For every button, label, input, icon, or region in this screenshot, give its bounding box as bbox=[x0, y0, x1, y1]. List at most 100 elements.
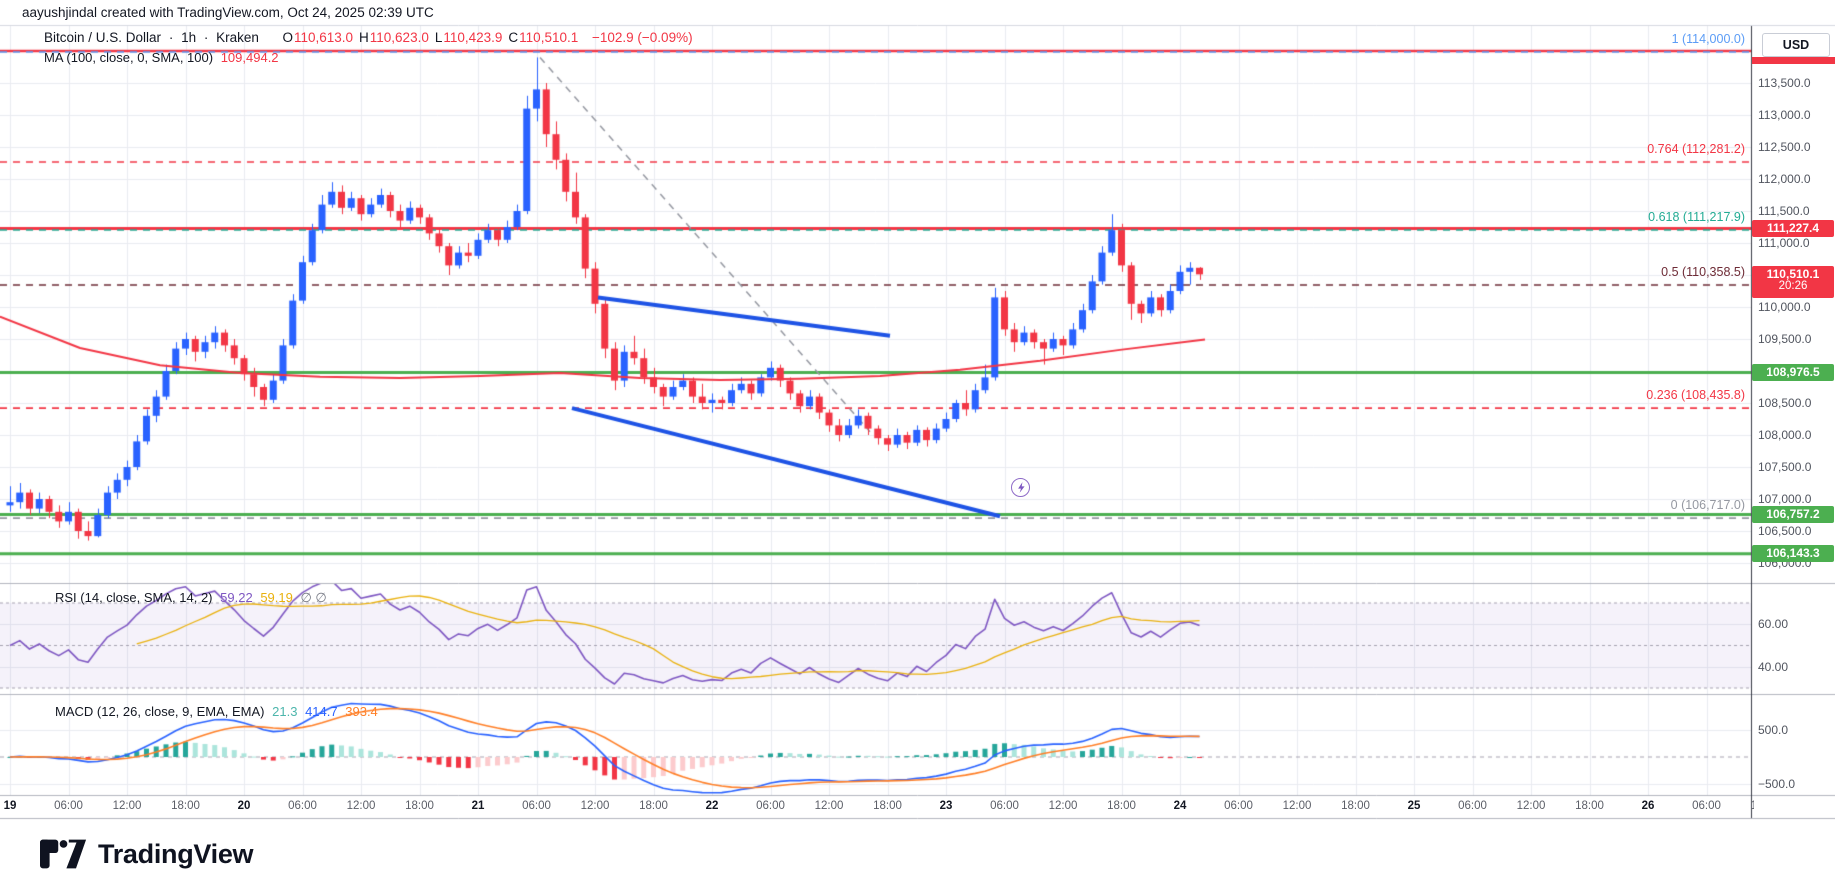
price-scale-label: 110,000.0 bbox=[1758, 300, 1811, 314]
tradingview-logo-text: TradingView bbox=[98, 838, 254, 869]
time-axis-label: 18:00 bbox=[1107, 800, 1136, 812]
price-scale-label: 108,500.0 bbox=[1758, 396, 1812, 410]
price-scale-label: 111,500.0 bbox=[1758, 204, 1810, 218]
time-axis-label: 18:00 bbox=[1341, 800, 1370, 812]
price-scale-label: 107,000.0 bbox=[1758, 492, 1812, 506]
time-axis-day-label: 22 bbox=[705, 800, 719, 812]
fib-level-label: 0.236 (108,435.8) bbox=[1646, 388, 1745, 403]
time-axis-label: 06:00 bbox=[1692, 800, 1721, 812]
time-axis-day-label: 23 bbox=[939, 800, 953, 812]
ohlc-letter: H bbox=[359, 30, 369, 45]
time-axis-label: 12:00 bbox=[346, 800, 376, 812]
time-axis-label: 18:00 bbox=[1575, 800, 1604, 812]
currency-toggle-button[interactable]: USD bbox=[1762, 33, 1830, 57]
rsi-indicator-legend[interactable]: RSI (14, close, SMA, 14, 2) 59.22 59.19 … bbox=[55, 590, 331, 606]
ohlc-letter: L bbox=[434, 30, 443, 45]
time-axis-label: 06:00 bbox=[288, 800, 317, 812]
ohlc-value: 110,623.0 bbox=[369, 30, 429, 45]
fib-level-label: 0.5 (110,358.5) bbox=[1661, 265, 1745, 280]
time-axis-label: 12:00 bbox=[112, 800, 142, 812]
current-price: 110,510.1 bbox=[1766, 267, 1820, 282]
macd-indicator-legend[interactable]: MACD (12, 26, close, 9, EMA, EMA) 21.3 4… bbox=[55, 704, 382, 719]
time-axis-label: 06:00 bbox=[522, 800, 551, 812]
rsi-value: 59.22 bbox=[220, 590, 253, 605]
price-scale-label: 109,500.0 bbox=[1758, 332, 1812, 346]
rsi-empty-values: ∅ ∅ bbox=[300, 590, 327, 605]
time-axis-label: 06:00 bbox=[1224, 800, 1253, 812]
time-axis-day-label: 24 bbox=[1173, 800, 1187, 812]
macd-value: 414.7 bbox=[305, 704, 338, 719]
rsi-label: RSI (14, close, SMA, 14, 2) bbox=[55, 590, 213, 605]
macd-signal-value: 393.4 bbox=[345, 704, 378, 719]
price-badge: 106,757.2 bbox=[1752, 506, 1834, 524]
exchange-label: Kraken bbox=[216, 30, 259, 45]
price-line-marker bbox=[1752, 57, 1835, 64]
time-axis-label: 12:00 bbox=[1048, 800, 1078, 812]
attribution-text: aayushjindal created with TradingView.co… bbox=[22, 5, 434, 20]
time-axis-day-label: 25 bbox=[1407, 800, 1421, 812]
fib-level-label: 1 (114,000.0) bbox=[1671, 32, 1745, 46]
price-badge: 111,227.4 bbox=[1752, 219, 1834, 237]
time-axis-label: 12:00 bbox=[1750, 800, 1754, 812]
time-axis-label: 06:00 bbox=[54, 800, 83, 812]
current-price-badge: 110,510.1 20:26 bbox=[1752, 266, 1834, 299]
time-axis-label: 18:00 bbox=[639, 800, 668, 812]
ma-indicator-legend[interactable]: MA (100, close, 0, SMA, 100) 109,494.2 bbox=[44, 50, 283, 65]
time-axis-day-label: 19 bbox=[3, 800, 17, 812]
lightning-drawing-icon[interactable] bbox=[1011, 478, 1030, 497]
time-axis-label: 06:00 bbox=[756, 800, 785, 812]
price-scale-label: 113,000.0 bbox=[1758, 108, 1811, 122]
symbol-title: Bitcoin / U.S. Dollar bbox=[44, 30, 162, 45]
ohlc-value: 110,613.0 bbox=[293, 30, 354, 45]
time-axis[interactable]: 19 06:00 12:00 18:00 20 06:00 12:00 18:00 21 06:0… bbox=[0, 796, 1754, 819]
lightning-bolt-glyph bbox=[1017, 482, 1025, 493]
ma-label: MA (100, close, 0, SMA, 100) bbox=[44, 50, 214, 65]
ohlc-letter: C bbox=[508, 30, 519, 45]
price-scale-label: 107,500.0 bbox=[1758, 460, 1812, 474]
tradingview-logo[interactable]: TradingView bbox=[40, 836, 254, 872]
rsi-ma-value: 59.19 bbox=[260, 590, 293, 605]
fib-level-label: 0 (106,717.0) bbox=[1670, 498, 1745, 513]
time-axis-label: 18:00 bbox=[171, 800, 200, 812]
price-scale-label: 111,000.0 bbox=[1758, 236, 1810, 250]
time-axis-day-label: 26 bbox=[1641, 800, 1655, 812]
time-axis-label: 18:00 bbox=[405, 800, 434, 812]
rsi-scale-label: 60.00 bbox=[1758, 617, 1789, 632]
ohlc-letter: O bbox=[282, 30, 293, 45]
bar-countdown: 20:26 bbox=[1778, 280, 1808, 293]
tradingview-logo-icon bbox=[40, 839, 87, 869]
fib-level-label: 0.764 (112,281.2) bbox=[1647, 142, 1745, 156]
rsi-scale-label: 40.00 bbox=[1758, 659, 1789, 674]
ohlc-value: 110,423.9 bbox=[443, 30, 503, 45]
price-scale-label: 108,000.0 bbox=[1758, 428, 1812, 442]
time-axis-label: 12:00 bbox=[1516, 800, 1546, 812]
legend-separator: · bbox=[168, 30, 174, 45]
macd-scale-label: 500.0 bbox=[1758, 723, 1789, 737]
legend-separator: · bbox=[203, 30, 209, 45]
price-badge: 108,976.5 bbox=[1752, 364, 1834, 381]
time-axis-label: 06:00 bbox=[1458, 800, 1487, 812]
price-scale-label: 106,500.0 bbox=[1758, 524, 1812, 538]
ohlc-value: 110,510.1 bbox=[519, 30, 579, 45]
chart-legend[interactable]: Bitcoin / U.S. Dollar · 1h · Kraken O110… bbox=[44, 30, 697, 45]
price-scale-label: 112,000.0 bbox=[1758, 172, 1811, 186]
time-axis-label: 12:00 bbox=[814, 800, 844, 812]
time-axis-day-label: 20 bbox=[237, 800, 251, 812]
macd-label: MACD (12, 26, close, 9, EMA, EMA) bbox=[55, 704, 265, 719]
ohlc-values: O110,613.0 H110,623.0 L110,423.9 C110,510.1 bbox=[282, 30, 584, 45]
fib-level-label: 0.618 (111,217.9) bbox=[1648, 210, 1745, 225]
time-axis-label: 12:00 bbox=[580, 800, 610, 812]
time-axis-label: 06:00 bbox=[990, 800, 1019, 812]
macd-scale-label: −500.0 bbox=[1758, 777, 1796, 791]
interval-label: 1h bbox=[181, 30, 197, 45]
price-badge: 106,143.3 bbox=[1752, 545, 1834, 563]
ma-value: 109,494.2 bbox=[220, 50, 279, 65]
time-axis-label: 18:00 bbox=[873, 800, 902, 812]
time-axis-label: 12:00 bbox=[1282, 800, 1312, 812]
price-scale-label: 113,500.0 bbox=[1758, 76, 1811, 90]
macd-hist-value: 21.3 bbox=[272, 704, 298, 719]
time-axis-day-label: 21 bbox=[471, 800, 485, 812]
change-value: −102.9 (−0.09%) bbox=[592, 30, 693, 45]
